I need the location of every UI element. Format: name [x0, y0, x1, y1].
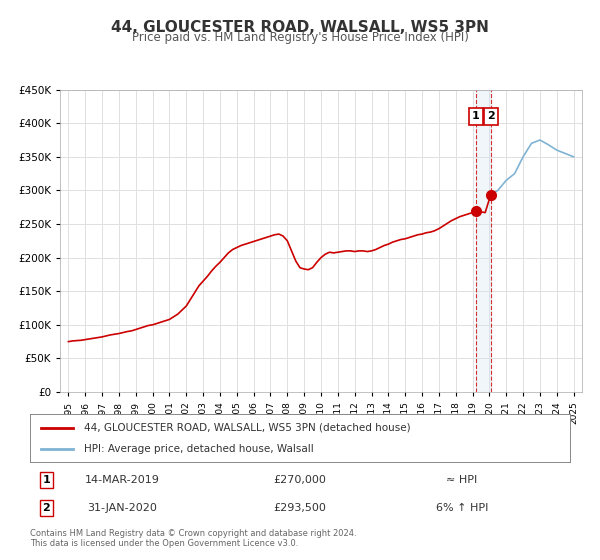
Text: Price paid vs. HM Land Registry's House Price Index (HPI): Price paid vs. HM Land Registry's House …: [131, 31, 469, 44]
Text: Contains HM Land Registry data © Crown copyright and database right 2024.: Contains HM Land Registry data © Crown c…: [30, 529, 356, 538]
Text: 44, GLOUCESTER ROAD, WALSALL, WS5 3PN: 44, GLOUCESTER ROAD, WALSALL, WS5 3PN: [111, 20, 489, 35]
Text: 1: 1: [472, 111, 480, 122]
Text: ≈ HPI: ≈ HPI: [446, 475, 478, 485]
Bar: [476, 90, 491, 392]
Text: £293,500: £293,500: [274, 503, 326, 513]
Text: 31-JAN-2020: 31-JAN-2020: [87, 503, 157, 513]
Text: 14-MAR-2019: 14-MAR-2019: [85, 475, 159, 485]
Text: 44, GLOUCESTER ROAD, WALSALL, WS5 3PN (detached house): 44, GLOUCESTER ROAD, WALSALL, WS5 3PN (d…: [84, 423, 410, 433]
Text: £270,000: £270,000: [274, 475, 326, 485]
Text: HPI: Average price, detached house, Walsall: HPI: Average price, detached house, Wals…: [84, 444, 314, 454]
Text: 2: 2: [487, 111, 494, 122]
Text: 1: 1: [43, 475, 50, 485]
Text: 2: 2: [43, 503, 50, 513]
Text: 6% ↑ HPI: 6% ↑ HPI: [436, 503, 488, 513]
Text: This data is licensed under the Open Government Licence v3.0.: This data is licensed under the Open Gov…: [30, 539, 298, 548]
